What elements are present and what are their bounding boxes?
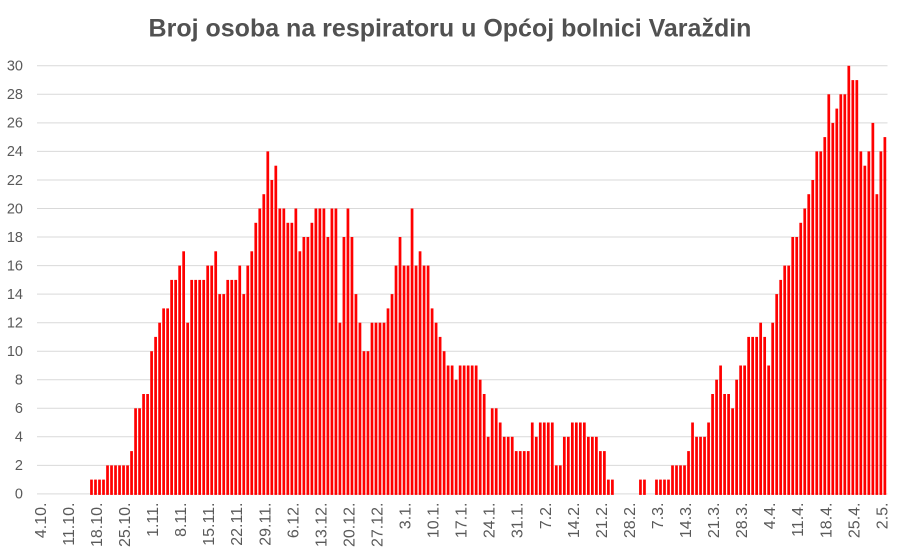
svg-text:11.10.: 11.10. — [61, 503, 78, 546]
svg-text:Broj osoba na respiratoru u Op: Broj osoba na respiratoru u Općoj bolnic… — [149, 15, 752, 43]
svg-text:13.12.: 13.12. — [313, 503, 330, 547]
svg-text:14: 14 — [7, 287, 23, 303]
svg-text:24.1.: 24.1. — [482, 503, 499, 539]
svg-text:3.1.: 3.1. — [398, 503, 415, 530]
svg-text:4.10.: 4.10. — [33, 503, 50, 539]
svg-text:2.5.: 2.5. — [874, 503, 891, 530]
svg-text:22: 22 — [7, 173, 23, 189]
svg-text:0: 0 — [15, 487, 23, 503]
svg-text:24: 24 — [7, 144, 23, 160]
svg-text:28: 28 — [7, 87, 23, 103]
svg-text:28.3.: 28.3. — [734, 503, 751, 539]
svg-text:14.3.: 14.3. — [678, 503, 695, 539]
svg-text:30: 30 — [7, 59, 23, 75]
svg-text:25.10.: 25.10. — [117, 503, 134, 547]
svg-text:21.2.: 21.2. — [594, 503, 611, 539]
svg-text:17.1.: 17.1. — [454, 503, 471, 539]
svg-text:20.12.: 20.12. — [341, 503, 358, 547]
svg-text:25.4.: 25.4. — [846, 503, 863, 539]
svg-text:18.10.: 18.10. — [89, 503, 106, 547]
svg-text:12: 12 — [7, 316, 23, 332]
svg-text:8: 8 — [15, 373, 23, 389]
svg-text:7.3.: 7.3. — [650, 503, 667, 530]
svg-text:20: 20 — [7, 201, 23, 217]
svg-text:6: 6 — [15, 401, 23, 417]
svg-text:16: 16 — [7, 258, 23, 274]
svg-text:2: 2 — [15, 458, 23, 474]
svg-text:8.11.: 8.11. — [173, 503, 190, 537]
svg-text:18: 18 — [7, 230, 23, 246]
svg-text:7.2.: 7.2. — [538, 503, 555, 530]
svg-text:15.11.: 15.11. — [201, 503, 218, 546]
svg-text:6.12.: 6.12. — [285, 503, 302, 539]
svg-text:29.11.: 29.11. — [257, 503, 274, 546]
svg-text:21.3.: 21.3. — [706, 503, 723, 539]
svg-text:28.2.: 28.2. — [622, 503, 639, 539]
svg-text:4: 4 — [15, 430, 23, 446]
svg-text:10.1.: 10.1. — [426, 503, 443, 539]
svg-text:18.4.: 18.4. — [818, 503, 835, 539]
svg-text:31.1.: 31.1. — [510, 503, 527, 539]
svg-text:10: 10 — [7, 344, 23, 360]
svg-text:26: 26 — [7, 116, 23, 132]
svg-text:14.2.: 14.2. — [566, 503, 583, 539]
svg-text:11.4.: 11.4. — [790, 503, 807, 537]
svg-text:4.4.: 4.4. — [762, 503, 779, 530]
svg-text:1.11.: 1.11. — [145, 503, 162, 537]
svg-text:27.12.: 27.12. — [370, 503, 387, 547]
svg-text:22.11.: 22.11. — [229, 503, 246, 546]
